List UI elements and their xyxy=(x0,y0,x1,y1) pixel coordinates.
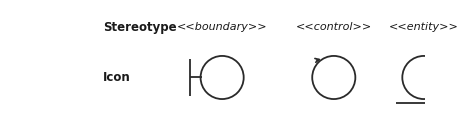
Text: <<boundary>>: <<boundary>> xyxy=(177,22,267,32)
Text: Icon: Icon xyxy=(103,71,130,84)
Text: Stereotype: Stereotype xyxy=(103,21,176,34)
Text: <<entity>>: <<entity>> xyxy=(389,22,459,32)
Text: <<control>>: <<control>> xyxy=(296,22,372,32)
